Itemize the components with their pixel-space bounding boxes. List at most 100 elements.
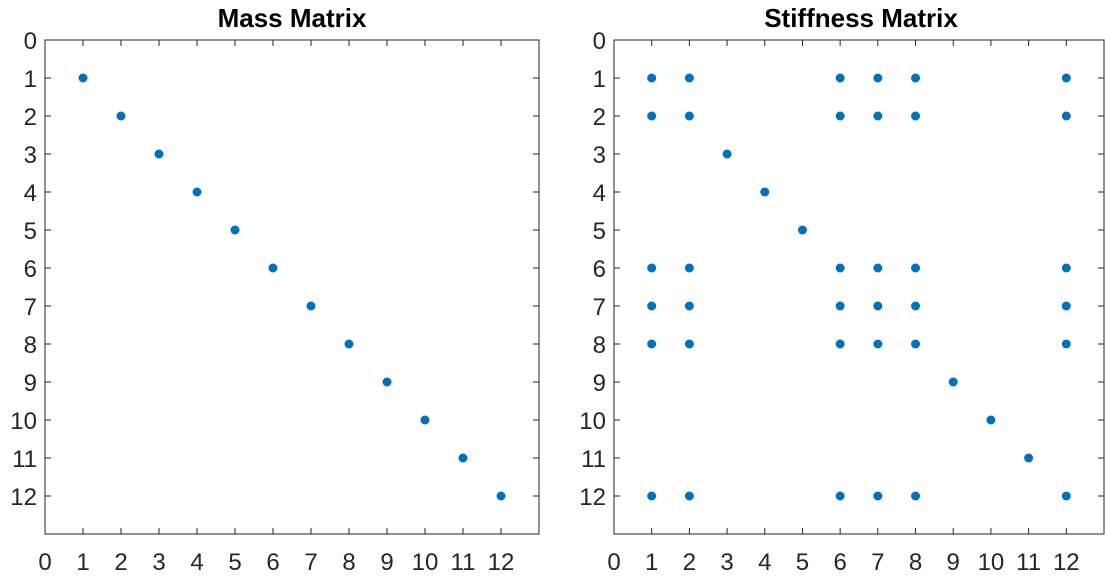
x-tick-label: 7 bbox=[304, 549, 317, 576]
nonzero-point bbox=[1061, 263, 1071, 273]
y-tick-label: 9 bbox=[24, 370, 37, 397]
x-tick-label: 4 bbox=[758, 549, 771, 576]
nonzero-point bbox=[911, 111, 921, 121]
nonzero-point bbox=[647, 263, 657, 273]
x-tick-label: 1 bbox=[76, 549, 89, 576]
y-tick-label: 6 bbox=[593, 256, 606, 283]
nonzero-point bbox=[1061, 111, 1071, 121]
nonzero-point bbox=[230, 225, 240, 235]
y-tick-label: 4 bbox=[24, 180, 37, 207]
y-tick-label: 10 bbox=[579, 408, 606, 435]
nonzero-point bbox=[154, 149, 164, 159]
y-tick-label: 11 bbox=[581, 446, 606, 473]
y-tick-label: 10 bbox=[10, 408, 37, 435]
x-tick-label: 9 bbox=[380, 549, 393, 576]
nonzero-point bbox=[420, 415, 430, 425]
nonzero-point bbox=[684, 263, 694, 273]
stiffness-matrix-title: Stiffness Matrix bbox=[764, 3, 958, 33]
y-tick-label: 8 bbox=[24, 332, 37, 359]
nonzero-point bbox=[1061, 301, 1071, 311]
nonzero-point bbox=[835, 263, 845, 273]
y-tick-label: 3 bbox=[24, 142, 37, 169]
nonzero-point bbox=[911, 73, 921, 83]
nonzero-point bbox=[835, 73, 845, 83]
x-tick-label: 0 bbox=[38, 549, 51, 576]
nonzero-point bbox=[986, 415, 996, 425]
y-tick-label: 9 bbox=[593, 370, 606, 397]
y-tick-label: 7 bbox=[593, 294, 606, 321]
x-tick-label: 6 bbox=[833, 549, 846, 576]
x-tick-label: 9 bbox=[947, 549, 960, 576]
nonzero-point bbox=[873, 111, 883, 121]
x-tick-label: 10 bbox=[978, 549, 1005, 576]
nonzero-point bbox=[647, 111, 657, 121]
x-tick-label: 12 bbox=[488, 549, 515, 576]
nonzero-point bbox=[382, 377, 392, 387]
x-tick-label: 5 bbox=[228, 549, 241, 576]
axes-box bbox=[44, 39, 540, 535]
nonzero-point bbox=[873, 339, 883, 349]
nonzero-point bbox=[268, 263, 278, 273]
x-tick-label: 0 bbox=[607, 549, 620, 576]
nonzero-point bbox=[192, 187, 202, 197]
nonzero-point bbox=[647, 301, 657, 311]
nonzero-point bbox=[458, 453, 468, 463]
nonzero-point bbox=[722, 149, 732, 159]
y-tick-label: 5 bbox=[24, 218, 37, 245]
x-tick-label: 5 bbox=[796, 549, 809, 576]
y-tick-label: 12 bbox=[10, 484, 37, 511]
nonzero-point bbox=[306, 301, 316, 311]
nonzero-point bbox=[116, 111, 126, 121]
y-tick-label: 2 bbox=[24, 104, 37, 131]
nonzero-point bbox=[684, 339, 694, 349]
y-tick-label: 1 bbox=[593, 66, 606, 93]
nonzero-point bbox=[835, 301, 845, 311]
nonzero-point bbox=[684, 111, 694, 121]
y-tick-label: 11 bbox=[12, 446, 37, 473]
nonzero-point bbox=[911, 491, 921, 501]
nonzero-point bbox=[684, 73, 694, 83]
nonzero-point bbox=[684, 301, 694, 311]
nonzero-point bbox=[873, 263, 883, 273]
x-tick-label: 8 bbox=[909, 549, 922, 576]
nonzero-point bbox=[78, 73, 88, 83]
x-tick-label: 4 bbox=[190, 549, 203, 576]
nonzero-point bbox=[496, 491, 506, 501]
x-tick-label: 12 bbox=[1053, 549, 1080, 576]
nonzero-point bbox=[647, 73, 657, 83]
y-tick-label: 6 bbox=[24, 256, 37, 283]
axes-box bbox=[613, 39, 1105, 535]
nonzero-point bbox=[911, 301, 921, 311]
x-tick-label: 8 bbox=[342, 549, 355, 576]
y-tick-label: 8 bbox=[593, 332, 606, 359]
mass-matrix-title: Mass Matrix bbox=[218, 3, 367, 33]
x-tick-label: 10 bbox=[412, 549, 439, 576]
nonzero-point bbox=[835, 491, 845, 501]
nonzero-point bbox=[835, 111, 845, 121]
y-tick-label: 0 bbox=[24, 28, 37, 55]
nonzero-point bbox=[835, 339, 845, 349]
nonzero-point bbox=[647, 339, 657, 349]
nonzero-point bbox=[1061, 491, 1071, 501]
nonzero-point bbox=[1024, 453, 1034, 463]
y-tick-label: 2 bbox=[593, 104, 606, 131]
stiffness-matrix-panel: Stiffness Matrix 0 1 2 3 4 5 6 7 8 9 10 11 120123456… bbox=[579, 3, 1105, 576]
nonzero-point bbox=[948, 377, 958, 387]
nonzero-point bbox=[344, 339, 354, 349]
nonzero-point bbox=[873, 491, 883, 501]
nonzero-point bbox=[1061, 73, 1071, 83]
y-tick-label: 0 bbox=[593, 28, 606, 55]
y-tick-label: 4 bbox=[593, 180, 606, 207]
y-tick-label: 3 bbox=[593, 142, 606, 169]
x-tick-label: 2 bbox=[683, 549, 696, 576]
nonzero-point bbox=[797, 225, 807, 235]
nonzero-point bbox=[647, 491, 657, 501]
nonzero-point bbox=[684, 491, 694, 501]
nonzero-point bbox=[873, 73, 883, 83]
x-tick-label: 11 bbox=[1016, 549, 1041, 576]
x-tick-label: 11 bbox=[451, 549, 476, 576]
nonzero-point bbox=[760, 187, 770, 197]
y-tick-label: 1 bbox=[24, 66, 37, 93]
y-tick-label: 12 bbox=[579, 484, 606, 511]
